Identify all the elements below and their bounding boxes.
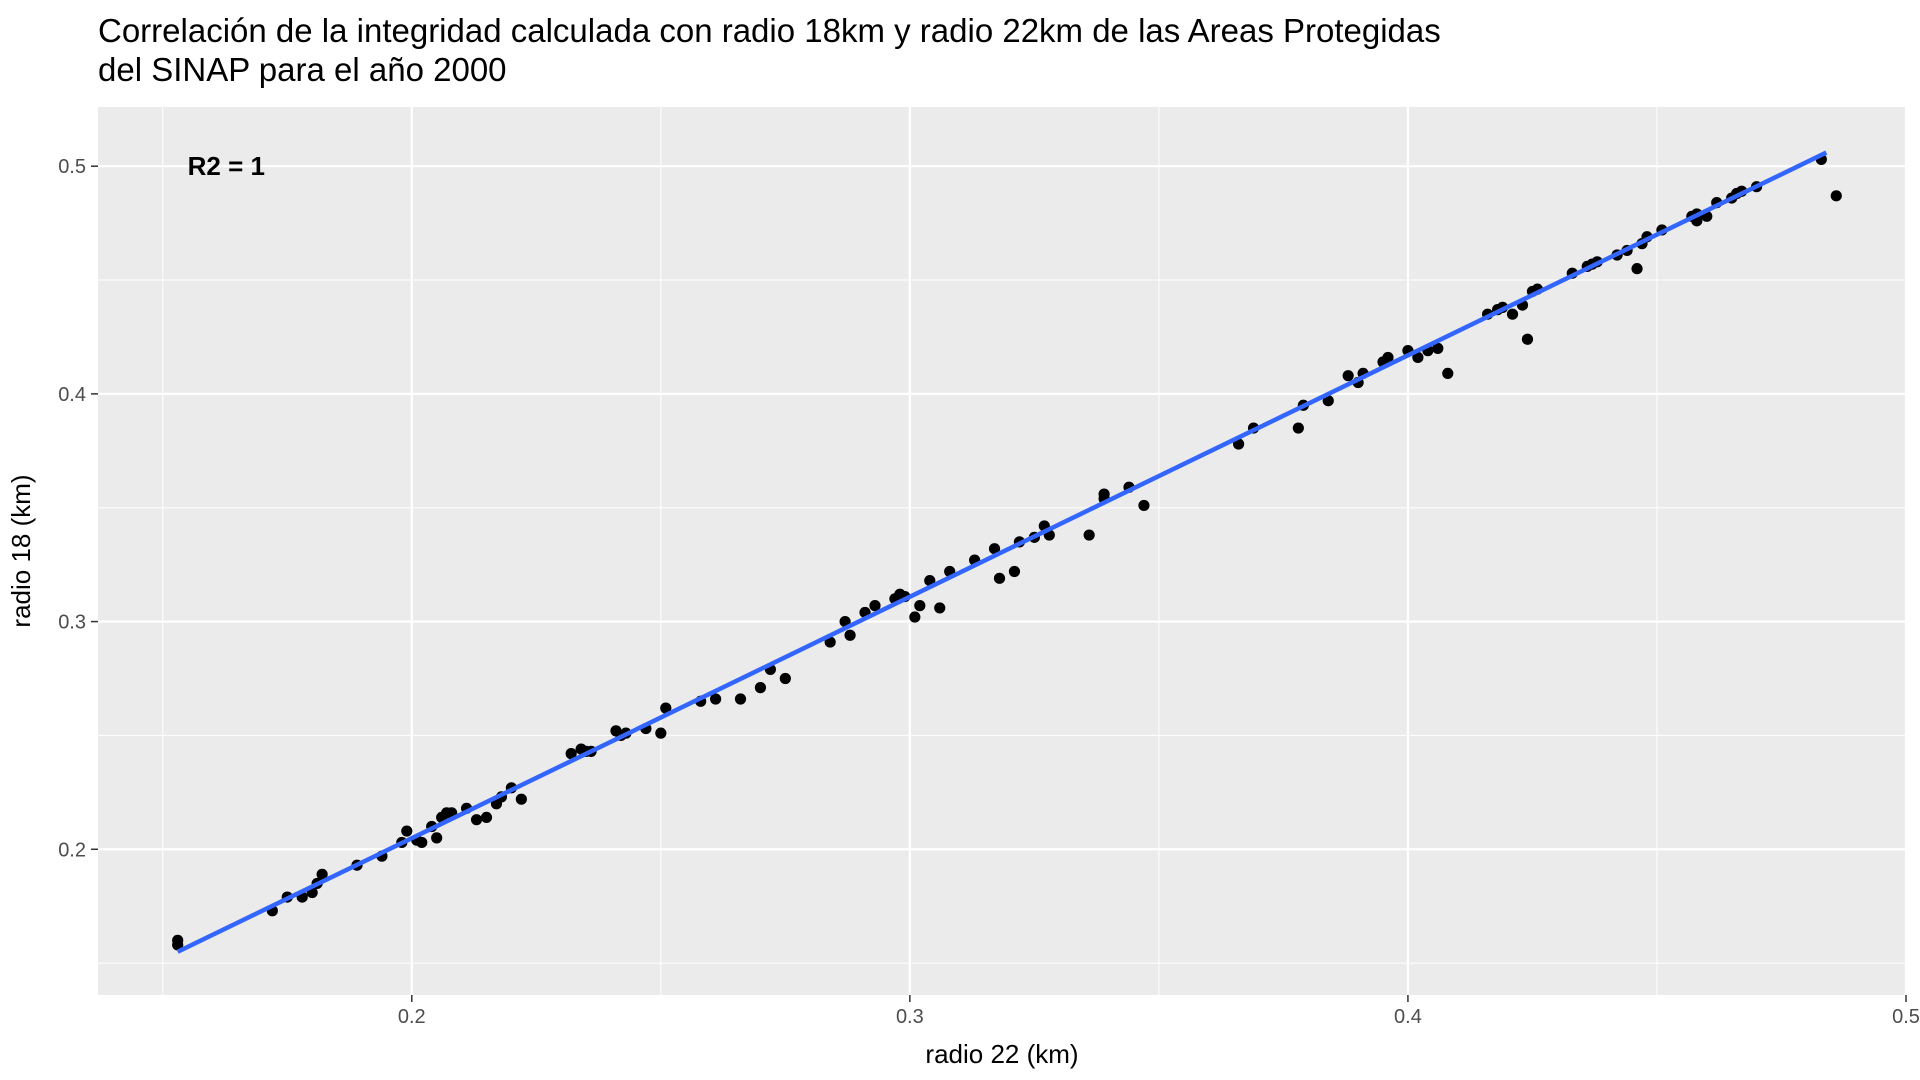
x-tick-label: 0.3 xyxy=(896,1006,924,1028)
data-point xyxy=(1412,351,1424,364)
data-point xyxy=(1382,351,1394,364)
data-point xyxy=(470,814,483,826)
data-point xyxy=(754,682,767,694)
chart-title-line-2: del SINAP para el año 2000 xyxy=(98,51,507,88)
chart-title-line-1: Correlación de la integridad calculada c… xyxy=(98,12,1441,49)
data-point xyxy=(993,572,1006,584)
y-tick-label: 0.4 xyxy=(58,384,86,406)
data-point xyxy=(515,793,527,805)
x-axis-title: radio 22 (km) xyxy=(925,1039,1078,1069)
y-axis-ticks: 0.2 0.3 0.4 0.5 xyxy=(58,156,98,861)
data-point xyxy=(1008,565,1021,578)
data-point xyxy=(416,836,428,849)
data-point xyxy=(869,600,881,612)
grid-minor xyxy=(98,107,1906,995)
data-point xyxy=(480,811,493,824)
data-point xyxy=(1830,190,1842,202)
data-point xyxy=(914,600,926,612)
x-tick-label: 0.5 xyxy=(1892,1006,1920,1028)
data-point xyxy=(909,611,921,623)
data-point xyxy=(1322,395,1334,407)
data-point xyxy=(565,748,577,760)
data-point xyxy=(779,672,791,685)
y-tick-label: 0.3 xyxy=(58,612,86,634)
data-point xyxy=(660,702,672,714)
y-tick-label: 0.2 xyxy=(58,839,86,861)
x-axis-ticks: 0.2 0.3 0.4 0.5 xyxy=(398,995,1920,1028)
data-point xyxy=(1506,308,1519,320)
data-point xyxy=(172,939,184,951)
data-point xyxy=(1521,333,1534,345)
r2-annotation: R2 = 1 xyxy=(188,151,265,181)
data-point xyxy=(988,543,1001,555)
x-tick-label: 0.2 xyxy=(398,1006,426,1028)
data-point xyxy=(1432,342,1444,354)
data-point xyxy=(1292,422,1304,434)
y-axis-title: radio 18 (km) xyxy=(6,474,36,627)
regression-line xyxy=(176,150,1828,954)
data-point xyxy=(1631,263,1643,275)
data-point xyxy=(1442,367,1454,379)
x-tick-label: 0.4 xyxy=(1394,1006,1422,1028)
data-point xyxy=(431,832,443,844)
data-point xyxy=(316,868,328,880)
data-point xyxy=(844,629,856,641)
grid-major xyxy=(98,107,1908,995)
data-point xyxy=(710,693,722,705)
data-point xyxy=(934,602,946,614)
data-point xyxy=(1138,499,1150,512)
data-point xyxy=(401,825,413,837)
data-point xyxy=(655,727,667,739)
data-point xyxy=(734,693,747,705)
data-point xyxy=(1083,529,1095,541)
data-point xyxy=(1342,370,1354,382)
y-tick-label: 0.5 xyxy=(58,156,86,178)
